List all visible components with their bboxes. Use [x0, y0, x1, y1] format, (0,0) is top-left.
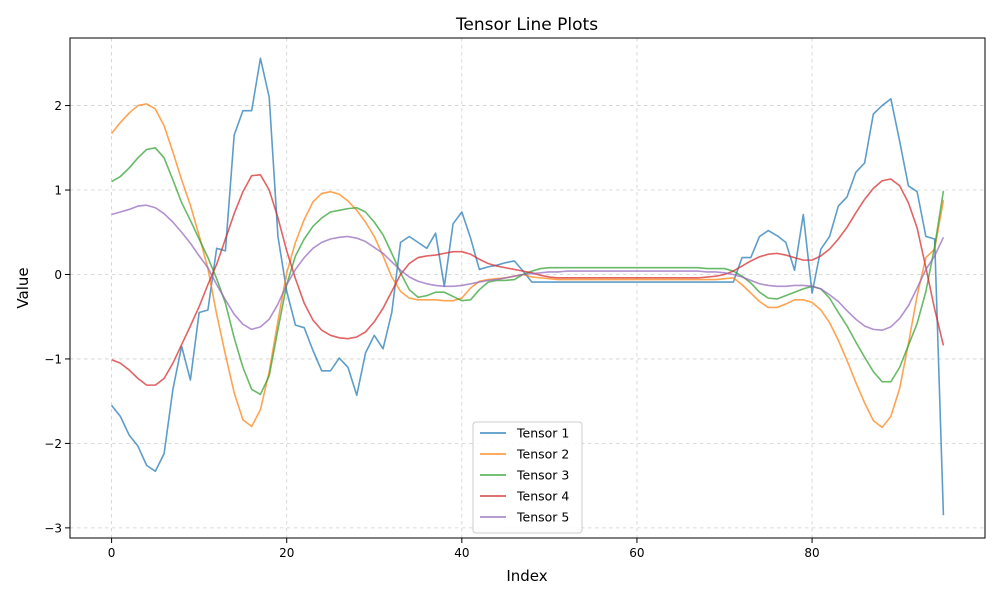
legend: Tensor 1 Tensor 2 Tensor 3 Tensor 4 Tensor 5	[472, 421, 583, 534]
series-line-tensor-1	[110, 57, 945, 516]
legend-label: Tensor 4	[516, 489, 569, 504]
axis-ticks: 0 20 40 60 80 −3 −2 −1 0 1 2	[44, 99, 819, 560]
y-tick-label: 1	[54, 184, 62, 198]
series-line-tensor-3	[111, 147, 945, 396]
x-tick-label: 40	[454, 546, 469, 560]
plot-frame	[69, 37, 986, 539]
y-tick-label: −1	[44, 352, 62, 366]
series-line-tensor-2	[110, 103, 945, 429]
series-line-tensor-4	[111, 174, 945, 386]
series-line-tensor-5	[111, 204, 945, 332]
x-axis-title: Index	[506, 567, 547, 585]
y-tick-label: 2	[54, 99, 62, 113]
y-axis-title: Value	[14, 267, 32, 308]
y-tick-label: 0	[54, 268, 62, 282]
y-tick-label: −2	[44, 437, 62, 451]
legend-label: Tensor 2	[516, 447, 569, 462]
chart-title: Tensor Line Plots	[455, 15, 598, 35]
legend-label: Tensor 1	[516, 426, 569, 441]
x-tick-label: 20	[279, 546, 294, 560]
series-lines	[110, 57, 945, 516]
legend-box	[472, 421, 583, 534]
x-tick-label: 0	[108, 546, 116, 560]
legend-label: Tensor 3	[516, 468, 569, 483]
legend-label: Tensor 5	[516, 510, 569, 525]
x-tick-label: 80	[804, 546, 819, 560]
y-tick-label: −3	[44, 521, 62, 535]
x-tick-label: 60	[629, 546, 644, 560]
